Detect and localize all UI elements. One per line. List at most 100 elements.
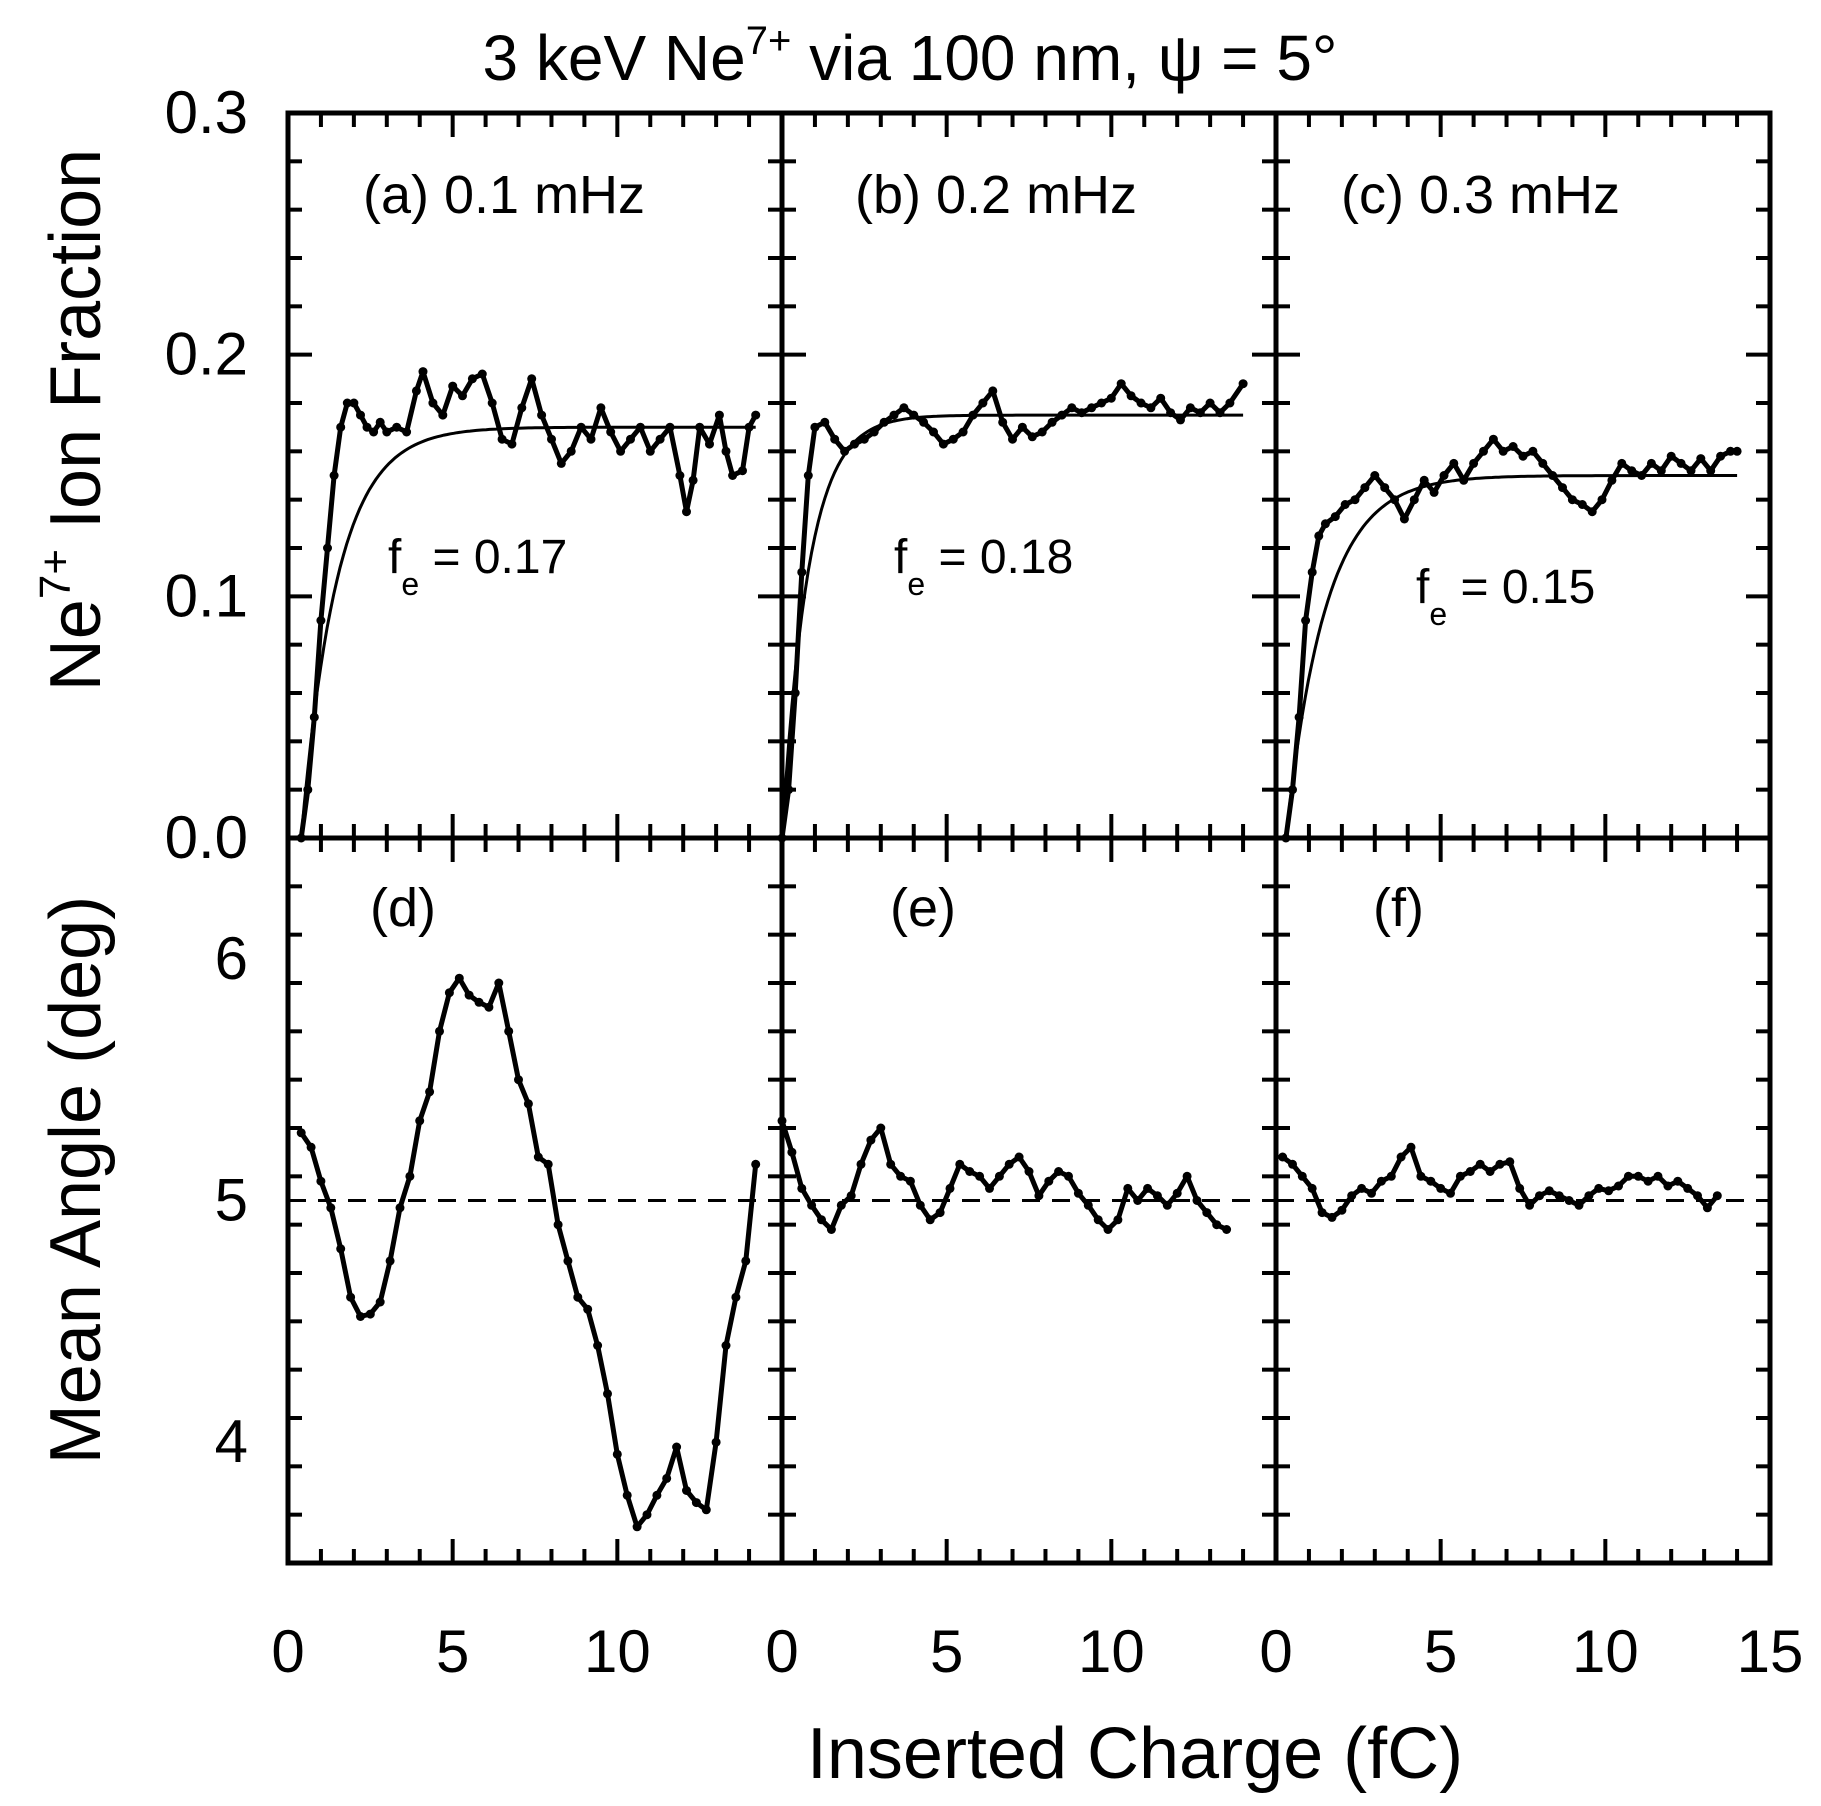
data-point [682,1486,691,1495]
data-point [777,1116,787,1126]
data-point [1367,1188,1376,1198]
data-point [1083,1200,1093,1210]
fit-curve [780,413,1244,839]
x-tick-label: 0 [765,1618,798,1685]
data-point [392,422,402,432]
data-point [994,1171,1004,1181]
data-point [1004,1159,1014,1169]
data-point [886,1159,896,1169]
data-point [1663,1181,1673,1191]
data-point [1696,454,1706,464]
data-point [721,446,731,456]
data-point [362,422,372,432]
data-point [955,1159,965,1169]
data-point [1222,1225,1232,1234]
data-point [596,403,606,413]
data-point [1225,398,1235,408]
data-point [547,434,556,444]
data-point [1113,1215,1123,1225]
data-point [741,1256,751,1266]
data-point [998,417,1008,427]
y-tick-label: 0.2 [165,321,248,388]
data-point [1390,495,1400,505]
data-point [807,1200,817,1210]
data-point [817,1215,826,1225]
data-point [336,422,346,432]
data-point [784,785,794,795]
fit-curve [1284,474,1738,839]
data-point [662,1473,672,1483]
data-point [444,988,454,998]
y-tick-label: 5 [215,1167,248,1234]
data-point [965,1167,975,1176]
data-point [1133,1196,1143,1205]
data-point [527,374,537,384]
fe-annotation: fe = 0.18 [894,531,1073,602]
data-point [586,434,596,444]
data-point [975,1171,985,1181]
data-point [948,434,958,444]
data-point [1726,446,1735,456]
data-point [1535,1191,1544,1201]
data-point [958,427,968,437]
data-point [1301,616,1311,625]
data-point [919,417,929,427]
data-point [978,398,988,408]
panel-d: (d) [285,835,785,1566]
data-point [1192,1196,1202,1205]
panel-a: (a) 0.1 mHz fe = 0.17 [285,110,785,843]
data-point [889,410,899,420]
data-point [909,410,919,420]
data-point [945,1183,955,1193]
data-point [820,417,830,427]
data-point [1093,1215,1103,1225]
data-point [1627,466,1637,476]
data-point [728,471,738,480]
y-tick-label: 6 [215,925,248,992]
axis-labels: 0 5 10 0 5 10 0 5 10 15 0.0 0.1 0.2 0.3 4 5 6 3 keV Ne7+ … [31,19,1803,1794]
data-point [665,422,675,432]
data-point [1320,519,1330,529]
data-point [1465,1167,1475,1176]
data-point [1594,1183,1604,1193]
y-tick-label: 0.1 [165,562,248,629]
data-point [988,386,998,396]
panel-e: (e) [777,835,1279,1566]
data-point [1238,379,1248,389]
data-point [1017,422,1027,432]
data-point [1073,1188,1083,1198]
data-point [342,398,352,408]
data-point [1185,403,1195,413]
data-point [1294,712,1304,722]
panel-c: (c) 0.3 mHz fe = 0.15 [1273,110,1773,843]
data-point [1554,1191,1564,1201]
data-point [553,1220,563,1230]
data-point [1027,432,1037,442]
data-line [779,381,1246,839]
data-point [563,1256,573,1266]
data-point [316,616,326,625]
data-point [1614,1181,1623,1191]
data-point [1087,403,1097,413]
data-point [418,367,428,377]
fit-curve [299,425,756,839]
data-point [1097,398,1106,408]
data-point [905,1176,915,1186]
panel-f: (f) [1273,835,1773,1566]
data-point [1399,514,1409,524]
data-point [1380,483,1390,493]
data-point [701,1505,711,1515]
data-point [1475,1159,1485,1169]
data-point [705,439,714,449]
data-point [691,1498,701,1508]
data-point [840,446,850,456]
data-point [622,1490,632,1500]
data-point [415,1116,425,1126]
data-point [1459,475,1469,485]
data-point [1034,1191,1044,1201]
data-point [1067,403,1077,413]
panel-label: (e) [890,878,956,938]
data-point [850,439,859,449]
data-point [1409,495,1419,505]
y-tick-label: 4 [215,1408,248,1475]
